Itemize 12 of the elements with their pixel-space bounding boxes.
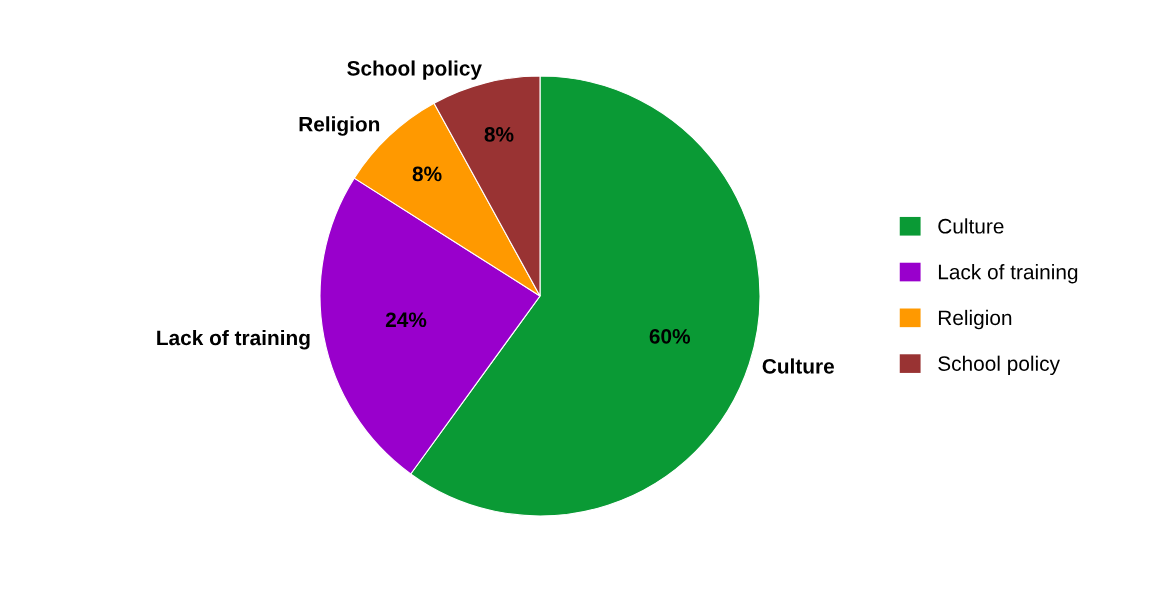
slice-label: Religion (299, 116, 380, 136)
data-label: 60% (649, 328, 691, 344)
data-label: 8% (484, 127, 514, 142)
legend-label: Religion (938, 309, 1012, 330)
legend-label: School policy (938, 355, 1060, 376)
slice-label: Culture (762, 358, 834, 374)
legend-label: Culture (938, 218, 1004, 234)
slice-label: School policy (347, 60, 482, 80)
data-label: 8% (412, 166, 442, 182)
legend-label: Lack of training (938, 264, 1078, 284)
data-label: 24% (385, 312, 427, 328)
slice-label: Lack of training (157, 329, 310, 350)
